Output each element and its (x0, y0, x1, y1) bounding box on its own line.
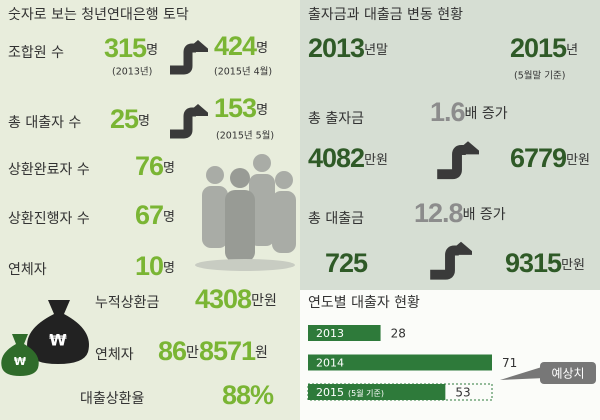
stat: 88% (222, 380, 274, 410)
annotation: 예상치 (551, 367, 584, 381)
number: 6779 (510, 143, 567, 173)
number: 9315 (505, 248, 562, 278)
number: 76 (135, 151, 164, 181)
stat: 1.6배 증가 (430, 97, 508, 127)
chart-title: 연도별 대출자 현황 (308, 295, 420, 311)
unit: 명 (163, 261, 175, 276)
svg-text:₩: ₩ (49, 331, 67, 350)
category-label: 2014 (316, 357, 344, 370)
unit: 배 증가 (465, 106, 508, 122)
unit: 만원 (566, 153, 590, 168)
number: 4308 (195, 284, 252, 314)
category: 2014 (316, 357, 344, 370)
stat: 86만8571원 (158, 336, 268, 366)
number: 25 (110, 104, 139, 134)
unit: 만원 (251, 293, 277, 309)
unit: 명 (163, 210, 175, 225)
stat: 9315만원 (505, 248, 585, 278)
number: 12.8 (414, 198, 464, 228)
unit: 만원 (364, 153, 388, 168)
label: 총 대출자 수 (8, 115, 81, 131)
label: 대출상환율 (80, 391, 145, 407)
note: (5월말 기준) (514, 70, 565, 82)
bar (308, 354, 492, 371)
number: 2015 (510, 33, 567, 63)
stat: 67명 (135, 200, 175, 230)
category-label: 2013 (316, 327, 344, 340)
stat: 4308만원 (195, 284, 277, 314)
number: 424 (214, 31, 257, 61)
unit: 명 (146, 43, 158, 58)
number: 1.6 (430, 97, 466, 127)
category-label: 2015 (5월 기준) (316, 386, 384, 399)
stat: 25명 (110, 104, 150, 134)
label: 상환완료자 수 (8, 162, 90, 178)
number: 4082 (308, 143, 364, 173)
label: 연체자 (95, 347, 134, 363)
number: 725 (325, 248, 368, 278)
stat: 6779만원 (510, 143, 590, 173)
number: 315 (104, 33, 147, 63)
label: 총 대출금 (308, 211, 364, 227)
bar (308, 325, 381, 341)
label: 누적상환금 (95, 295, 160, 311)
stat: 12.8배 증가 (414, 198, 506, 228)
stat: 153명 (214, 93, 268, 123)
unit: 원 (255, 345, 268, 361)
bar (308, 384, 446, 400)
unit: % (250, 380, 274, 410)
unit: 배 증가 (463, 207, 506, 223)
number: 67 (135, 200, 163, 230)
note: (2013년) (112, 67, 152, 78)
value-label: 71 (502, 356, 517, 370)
title: 출자금과 대출금 변동 현황 (308, 7, 463, 23)
number: 8571 (199, 336, 256, 366)
note: (2015년 4월) (214, 66, 272, 78)
unit: 명 (256, 41, 268, 56)
number: 88 (222, 380, 251, 410)
category: 2013 (316, 327, 344, 340)
unit: 년말 (364, 43, 388, 58)
stat: 315명 (104, 33, 158, 63)
stat: 4082만원 (308, 143, 388, 173)
unit: 년 (566, 43, 578, 58)
label: 연체자 (8, 262, 47, 278)
money-bag-icon: ₩ ₩ (1, 300, 89, 376)
category: 2015 (316, 386, 344, 399)
stat: 2015년 (510, 33, 578, 63)
number: 86 (158, 336, 187, 366)
people-icon (195, 154, 296, 271)
label: 총 출자금 (308, 111, 364, 127)
stat: 424명 (214, 31, 268, 61)
stat: 10명 (135, 251, 175, 281)
stat: 725 (325, 248, 368, 278)
value-label: 53 (455, 386, 470, 400)
note: (2015년 5월) (216, 130, 274, 142)
callout (540, 362, 596, 384)
unit: 명 (163, 161, 175, 176)
stat: 2013년말 (308, 33, 388, 63)
number: 153 (214, 93, 257, 123)
title: 숫자로 보는 청년연대은행 토닥 (8, 7, 189, 23)
unit: 만원 (561, 258, 585, 273)
label: 상환진행자 수 (8, 211, 90, 227)
callout-pointer (500, 366, 545, 380)
unit: 만 (186, 345, 199, 361)
number: 10 (135, 251, 163, 281)
svg-text:₩: ₩ (14, 355, 26, 368)
stat: 76명 (135, 151, 175, 181)
value-label: 28 (391, 327, 406, 341)
number: 2013 (308, 33, 365, 63)
label: 조합원 수 (8, 45, 64, 61)
category-note: (5월 기준) (348, 388, 384, 398)
unit: 명 (138, 114, 150, 129)
bar-chart: 2013 28 2014 71 2015 (5월 기준) 53 예상치 (307, 325, 596, 401)
unit: 명 (256, 103, 268, 118)
